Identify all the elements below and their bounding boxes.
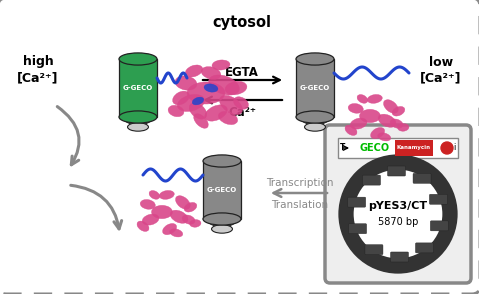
Text: low: low: [429, 56, 453, 69]
Text: pYES3/CT: pYES3/CT: [368, 201, 428, 211]
Text: Kanamycin: Kanamycin: [397, 146, 431, 151]
Ellipse shape: [371, 128, 385, 139]
Ellipse shape: [392, 106, 405, 116]
Ellipse shape: [182, 215, 195, 224]
FancyBboxPatch shape: [325, 125, 471, 283]
Text: 5870 bp: 5870 bp: [378, 217, 418, 227]
Ellipse shape: [350, 118, 367, 129]
Text: Translation: Translation: [272, 200, 329, 210]
Ellipse shape: [296, 111, 334, 123]
Ellipse shape: [177, 94, 205, 111]
FancyBboxPatch shape: [348, 197, 365, 207]
Ellipse shape: [345, 125, 357, 136]
Ellipse shape: [218, 111, 238, 125]
Circle shape: [363, 179, 433, 249]
Ellipse shape: [137, 221, 149, 231]
Ellipse shape: [189, 103, 207, 119]
Ellipse shape: [184, 203, 197, 212]
Ellipse shape: [203, 155, 241, 167]
Ellipse shape: [348, 103, 363, 113]
Bar: [296, 59, 334, 117]
Ellipse shape: [140, 200, 155, 209]
Bar: [203, 161, 241, 219]
Text: [Ca²⁺]: [Ca²⁺]: [420, 71, 462, 84]
Ellipse shape: [225, 81, 247, 95]
Ellipse shape: [378, 133, 391, 141]
Ellipse shape: [203, 213, 241, 225]
FancyBboxPatch shape: [390, 252, 409, 262]
FancyBboxPatch shape: [388, 166, 406, 176]
Ellipse shape: [302, 113, 328, 125]
FancyBboxPatch shape: [415, 243, 433, 253]
FancyBboxPatch shape: [429, 194, 447, 204]
Ellipse shape: [234, 97, 249, 109]
Ellipse shape: [384, 100, 398, 113]
Text: EGTA: EGTA: [225, 66, 259, 78]
Ellipse shape: [209, 75, 240, 95]
Ellipse shape: [398, 123, 409, 131]
Ellipse shape: [187, 82, 225, 104]
Ellipse shape: [170, 229, 183, 237]
Ellipse shape: [194, 114, 208, 128]
Bar: [395, 140, 433, 156]
Ellipse shape: [151, 205, 172, 219]
Ellipse shape: [168, 105, 184, 117]
Text: Transcription: Transcription: [266, 178, 334, 188]
Ellipse shape: [159, 191, 174, 199]
Ellipse shape: [296, 53, 334, 65]
Ellipse shape: [219, 95, 242, 115]
Ellipse shape: [119, 111, 157, 123]
Ellipse shape: [125, 113, 151, 125]
Ellipse shape: [360, 109, 380, 123]
Ellipse shape: [175, 76, 197, 90]
Ellipse shape: [201, 67, 221, 79]
Ellipse shape: [142, 214, 159, 225]
Ellipse shape: [149, 191, 160, 199]
Ellipse shape: [170, 210, 188, 223]
Text: Ca²⁺: Ca²⁺: [228, 106, 256, 118]
Ellipse shape: [162, 223, 177, 235]
Ellipse shape: [209, 215, 235, 227]
Ellipse shape: [390, 119, 403, 128]
FancyBboxPatch shape: [349, 224, 366, 234]
Ellipse shape: [357, 95, 368, 103]
Circle shape: [346, 162, 450, 266]
Ellipse shape: [175, 196, 190, 209]
Text: i: i: [453, 143, 455, 153]
Text: T: T: [340, 143, 346, 153]
Ellipse shape: [192, 97, 204, 105]
Ellipse shape: [204, 84, 218, 92]
Ellipse shape: [185, 65, 203, 77]
Text: [Ca²⁺]: [Ca²⁺]: [17, 71, 59, 84]
Ellipse shape: [119, 53, 157, 65]
Ellipse shape: [367, 94, 382, 103]
Bar: [119, 59, 157, 117]
Text: GECO: GECO: [360, 143, 390, 153]
Ellipse shape: [305, 123, 325, 131]
Ellipse shape: [212, 225, 232, 233]
FancyBboxPatch shape: [363, 175, 380, 185]
Text: high: high: [23, 56, 53, 69]
Ellipse shape: [190, 220, 201, 227]
Text: G-GECO: G-GECO: [300, 85, 330, 91]
FancyBboxPatch shape: [365, 245, 383, 255]
Ellipse shape: [212, 60, 230, 70]
Ellipse shape: [127, 123, 148, 131]
Text: cytosol: cytosol: [213, 14, 272, 29]
Text: G-GECO: G-GECO: [123, 85, 153, 91]
Ellipse shape: [172, 91, 189, 105]
Circle shape: [441, 142, 453, 154]
Ellipse shape: [205, 105, 227, 121]
Text: G-GECO: G-GECO: [207, 187, 237, 193]
Bar: [338, 138, 458, 158]
FancyBboxPatch shape: [413, 173, 431, 183]
Ellipse shape: [378, 114, 396, 127]
FancyBboxPatch shape: [430, 221, 448, 231]
